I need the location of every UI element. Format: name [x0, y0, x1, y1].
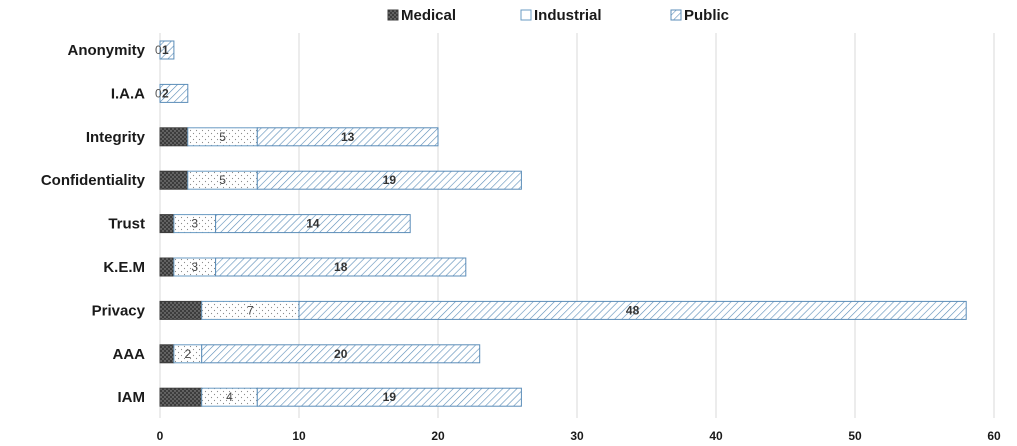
bar-medical-segment — [159, 387, 203, 407]
gridlines — [159, 33, 995, 418]
bar-public-segment — [298, 300, 967, 320]
legend: Medical Industrial Public — [387, 7, 729, 24]
bars: 0 10 25 135 193 143 187 482 204 19 — [155, 40, 967, 407]
data-label-industrial: 2 — [184, 347, 191, 361]
category-label: K.E.M — [103, 259, 145, 276]
bar-public-segment — [215, 214, 411, 234]
bar-public-segment — [159, 40, 175, 60]
category-label: Privacy — [92, 302, 146, 319]
data-label-industrial: 7 — [247, 303, 254, 317]
category-label: Confidentiality — [41, 172, 146, 189]
data-label-industrial: 3 — [191, 260, 198, 274]
category-label: Integrity — [86, 129, 146, 146]
x-tick-label: 10 — [292, 429, 306, 443]
bar-public-segment — [201, 344, 481, 364]
bar-public-segment — [256, 127, 439, 147]
bar-public-segment — [215, 257, 467, 277]
data-label-public: 48 — [626, 303, 640, 317]
bar-medical-segment — [159, 257, 175, 277]
data-label-industrial: 4 — [226, 390, 233, 404]
data-label-public: 14 — [306, 217, 320, 231]
legend-swatch-public — [670, 9, 682, 21]
data-label-public: 19 — [383, 390, 397, 404]
category-label: Anonymity — [67, 42, 145, 59]
category-labels: Anonymity I.A.A Integrity Confidentiality Tr… — [41, 42, 146, 406]
bar-public-segment — [159, 83, 189, 103]
bar-medical-segment — [159, 214, 175, 234]
legend-label-industrial: Industrial — [534, 7, 602, 24]
bar-medical-segment — [159, 170, 189, 190]
category-label: I.A.A — [111, 85, 145, 102]
x-tick-label: 20 — [431, 429, 445, 443]
x-tick-label: 40 — [709, 429, 723, 443]
x-tick-label: 30 — [570, 429, 584, 443]
x-tick-label: 50 — [848, 429, 862, 443]
bar-medical-segment — [159, 300, 203, 320]
x-axis-ticks: 0 10 20 30 40 50 60 — [157, 429, 1001, 443]
data-label-public: 19 — [383, 173, 397, 187]
data-label-public: 2 — [162, 86, 169, 100]
data-label-industrial: 5 — [219, 130, 226, 144]
legend-swatch-medical — [387, 9, 399, 21]
legend-swatch-industrial — [520, 9, 532, 21]
x-tick-label: 60 — [987, 429, 1001, 443]
data-label-public: 20 — [334, 347, 348, 361]
data-label-industrial: 5 — [219, 173, 226, 187]
bar-medical-segment — [159, 344, 175, 364]
data-label-public: 18 — [334, 260, 348, 274]
data-label-public: 1 — [162, 43, 169, 57]
legend-label-medical: Medical — [401, 7, 456, 24]
bar-medical-segment — [159, 127, 189, 147]
category-label: Trust — [108, 216, 145, 233]
category-label: IAM — [118, 389, 146, 406]
bar-public-segment — [256, 387, 522, 407]
bar-public-segment — [256, 170, 522, 190]
category-label: AAA — [113, 346, 146, 363]
legend-label-public: Public — [684, 7, 729, 24]
data-label-medical: 0 — [155, 86, 162, 100]
data-label-medical: 0 — [155, 43, 162, 57]
x-tick-label: 0 — [157, 429, 164, 443]
data-label-public: 13 — [341, 130, 355, 144]
data-label-industrial: 3 — [191, 217, 198, 231]
